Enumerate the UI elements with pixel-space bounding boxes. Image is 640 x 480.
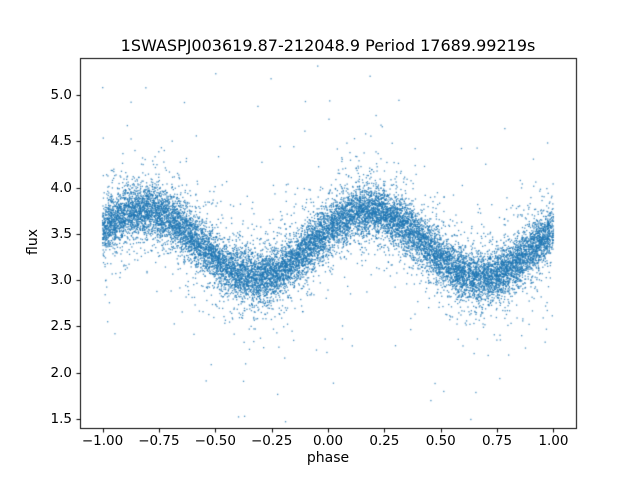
x-tick-label: 0.75 (482, 433, 513, 449)
x-axis-label: phase (306, 450, 350, 466)
x-tick-label: 0.50 (425, 433, 456, 449)
y-axis-label: flux (25, 229, 41, 255)
chart-title: 1SWASPJ003619.87-212048.9 Period 17689.9… (120, 36, 536, 55)
x-tick-label: −1.00 (81, 433, 124, 449)
y-tick-label: 3.0 (50, 272, 72, 288)
x-tick-label: 0.00 (312, 433, 344, 449)
y-tick-label: 1.5 (50, 410, 72, 427)
x-tick-label: −0.50 (194, 433, 236, 449)
x-tick-label: −0.75 (138, 433, 180, 449)
y-tick-label: 2.0 (50, 364, 72, 381)
y-tick-label: 4.5 (50, 133, 72, 150)
y-tick-label: 5.0 (50, 87, 72, 103)
y-tick-label: 3.5 (50, 225, 72, 242)
x-tick-label: 1.00 (538, 433, 569, 449)
y-tick-label: 2.5 (50, 318, 72, 335)
y-tick-label: 4.0 (50, 179, 72, 196)
x-tick-label: 0.25 (369, 433, 400, 449)
x-tick-label: −0.25 (250, 433, 293, 449)
